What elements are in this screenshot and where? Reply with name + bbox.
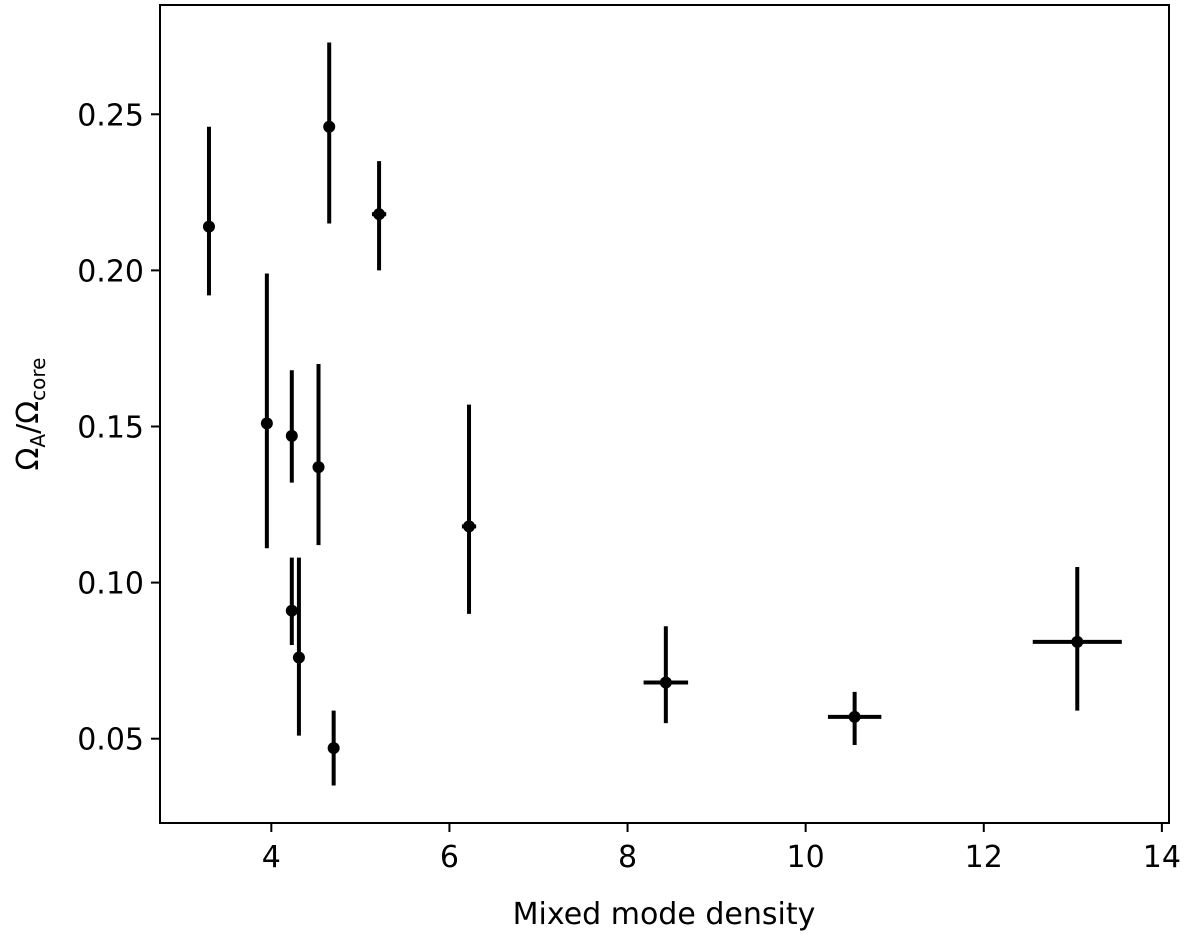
data-point-group bbox=[1032, 566, 1122, 711]
y-tick-label: 0.05 bbox=[77, 723, 144, 758]
y-tick-label: 0.25 bbox=[77, 98, 144, 133]
data-point-group bbox=[312, 364, 325, 546]
x-tick-label: 6 bbox=[440, 840, 459, 875]
data-point-group bbox=[292, 557, 305, 736]
x-tick-label: 10 bbox=[787, 840, 825, 875]
y-axis-label-sub1: A bbox=[26, 434, 50, 448]
data-point-group bbox=[643, 626, 689, 724]
data-point-group bbox=[327, 710, 340, 786]
x-tick-label: 12 bbox=[965, 840, 1003, 875]
data-point-group bbox=[827, 691, 882, 745]
data-point bbox=[285, 604, 298, 617]
data-point-group bbox=[461, 404, 477, 614]
y-axis-label-base: Ω bbox=[11, 448, 46, 471]
data-point-group bbox=[285, 557, 298, 646]
data-point bbox=[463, 520, 476, 533]
y-axis-ticks: 0.05 0.10 0.15 0.20 0.25 bbox=[77, 98, 160, 758]
data-point bbox=[373, 208, 386, 221]
data-point bbox=[285, 429, 298, 442]
x-axis-ticks: 4 6 8 10 12 14 bbox=[262, 823, 1181, 875]
y-tick-label: 0.20 bbox=[77, 254, 144, 289]
data-point-group bbox=[260, 273, 273, 549]
x-tick-label: 4 bbox=[262, 840, 281, 875]
data-point-group bbox=[202, 126, 215, 296]
data-point bbox=[1071, 635, 1084, 648]
data-point bbox=[327, 742, 340, 755]
y-tick-label: 0.15 bbox=[77, 410, 144, 445]
data-point bbox=[323, 120, 336, 133]
data-point bbox=[659, 676, 672, 689]
data-point-group bbox=[371, 161, 387, 271]
data-point bbox=[260, 417, 273, 430]
y-axis-label: ΩA/Ωcore bbox=[11, 358, 50, 471]
data-point bbox=[292, 651, 305, 664]
y-axis-label-sep: /Ω bbox=[11, 401, 46, 434]
data-point bbox=[312, 461, 325, 474]
data-point bbox=[848, 710, 861, 723]
x-tick-label: 8 bbox=[618, 840, 637, 875]
data-point bbox=[202, 220, 215, 233]
x-axis-label: Mixed mode density bbox=[513, 897, 816, 932]
y-axis-label-sub2: core bbox=[26, 358, 50, 401]
data-points bbox=[202, 42, 1122, 786]
data-point-group bbox=[285, 370, 298, 483]
y-tick-label: 0.10 bbox=[77, 567, 144, 602]
x-tick-label: 14 bbox=[1143, 840, 1181, 875]
data-point-group bbox=[323, 42, 336, 224]
